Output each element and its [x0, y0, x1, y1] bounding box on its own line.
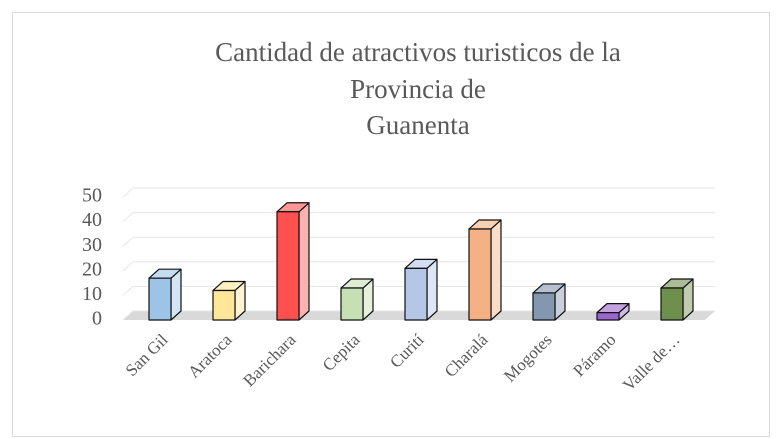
grid-line — [122, 236, 715, 247]
chart-frame — [12, 12, 770, 437]
chart-title: Guanenta — [366, 110, 469, 140]
bar-side — [490, 219, 502, 321]
grid-line — [122, 285, 715, 296]
bar — [468, 219, 502, 321]
bar-front — [596, 312, 620, 321]
bar — [596, 303, 630, 321]
grid-line — [122, 310, 715, 321]
bar-front — [660, 287, 684, 321]
bar-front — [532, 292, 556, 321]
bar — [148, 268, 182, 321]
bar-side — [426, 258, 438, 321]
grid-line — [122, 261, 715, 272]
bar — [340, 278, 374, 321]
bar-front — [404, 267, 428, 321]
y-tick-label: 20 — [82, 258, 102, 280]
y-tick-label: 40 — [82, 209, 102, 231]
bar — [404, 258, 438, 321]
bar-front — [468, 228, 492, 321]
y-tick-label: 30 — [82, 234, 102, 256]
grid-line — [122, 212, 715, 222]
bar-front — [148, 277, 172, 321]
chart-title: Provincia de — [350, 74, 486, 104]
bar — [532, 283, 566, 321]
y-tick-label: 10 — [82, 283, 102, 305]
bar — [212, 280, 246, 321]
grid-line — [122, 187, 715, 198]
bar — [660, 278, 694, 321]
y-tick-label: 50 — [82, 185, 102, 207]
bar — [276, 202, 310, 321]
y-tick-label: 0 — [92, 308, 102, 330]
chart-title: Cantidad de atractivos turisticos de la — [215, 37, 621, 67]
bar-side — [298, 202, 310, 321]
bar-front — [276, 211, 300, 321]
bar-front — [212, 289, 236, 321]
bar-front — [340, 287, 364, 321]
